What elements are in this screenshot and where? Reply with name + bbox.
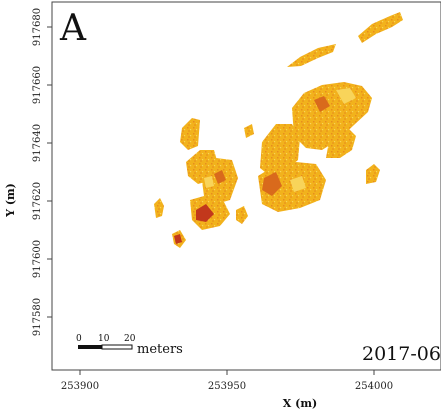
y-tick-label: 917640	[32, 124, 43, 162]
y-tick-label: 917600	[32, 240, 43, 278]
x-tick-label: 253950	[208, 381, 246, 392]
canopy-light-spot	[290, 176, 306, 192]
canopy-light-spot	[336, 88, 356, 104]
y-axis: 917680 917660 917640 917620 917600 91758…	[4, 8, 52, 336]
canopy-dark-spot	[314, 96, 330, 112]
date-label: 2017-06	[362, 343, 441, 365]
scale-unit: meters	[137, 342, 183, 357]
canopy-patch	[326, 126, 356, 158]
scale-tick-0: 0	[76, 334, 82, 344]
canopy-patch	[180, 118, 200, 150]
canopy-dark-spot	[262, 172, 282, 196]
x-tick-label: 254000	[355, 381, 393, 392]
canopy-patch	[236, 206, 248, 224]
x-axis-title: X (m)	[283, 397, 317, 410]
scale-bar: 0 10 20 meters	[76, 334, 183, 357]
x-axis: 253900 253950 254000 X (m)	[61, 370, 393, 410]
canopy-dark-spot	[174, 234, 182, 244]
canopy-patch	[358, 12, 403, 43]
canopy-patch	[260, 124, 300, 176]
canopy-dark-spot	[214, 170, 226, 184]
canopy-patch	[366, 164, 380, 184]
y-tick-label: 917680	[32, 8, 43, 46]
x-tick-label: 253900	[61, 381, 99, 392]
y-tick-label: 917660	[32, 66, 43, 104]
scale-bar-segment-white	[101, 344, 133, 350]
panel-letter: A	[59, 8, 87, 49]
canopy-patches	[154, 12, 403, 248]
plot-frame	[51, 1, 441, 371]
scale-tick-10: 10	[98, 334, 110, 344]
scale-bar-segment-black	[78, 345, 102, 349]
y-tick-label: 917580	[32, 298, 43, 336]
canopy-patch	[287, 44, 336, 67]
canopy-patch	[244, 124, 254, 138]
scale-tick-20: 20	[124, 334, 136, 344]
y-tick-label: 917620	[32, 182, 43, 220]
canopy-dark-spot	[196, 204, 214, 222]
canopy-patch	[154, 198, 164, 218]
canopy-light-spot	[204, 176, 214, 188]
y-axis-title: Y (m)	[4, 183, 17, 218]
